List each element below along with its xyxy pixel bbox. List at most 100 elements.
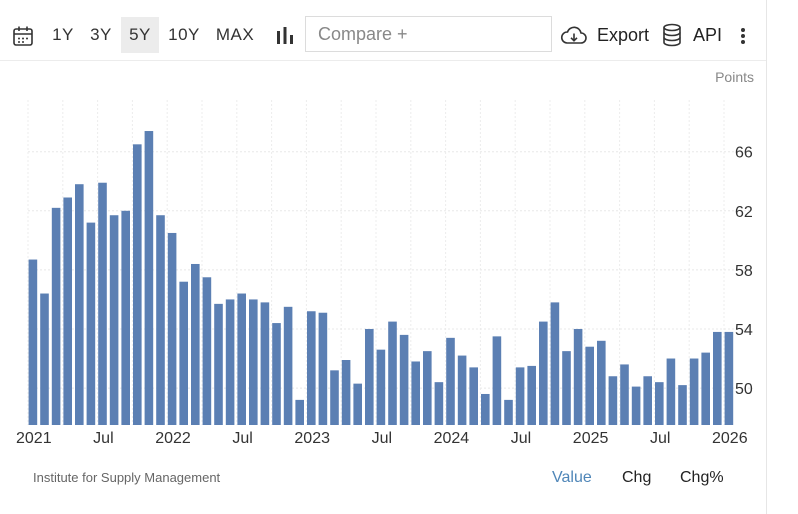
cloud-download-icon[interactable]: [560, 24, 588, 53]
bar[interactable]: [539, 321, 548, 425]
bar[interactable]: [585, 346, 594, 425]
chart-bars: [28, 131, 734, 426]
range-1y-button[interactable]: 1Y: [52, 25, 74, 44]
bar[interactable]: [643, 376, 652, 425]
bar[interactable]: [608, 376, 618, 425]
bar[interactable]: [249, 299, 258, 425]
range-3y-button[interactable]: 3Y: [90, 25, 112, 44]
bar[interactable]: [388, 321, 397, 425]
bar[interactable]: [295, 399, 304, 425]
database-icon[interactable]: [662, 23, 682, 52]
bar[interactable]: [376, 349, 386, 425]
tab-value[interactable]: Value: [552, 469, 592, 486]
tab-chg[interactable]: Chg: [622, 469, 652, 486]
bar[interactable]: [597, 340, 606, 425]
api-button[interactable]: API: [693, 25, 723, 45]
bar[interactable]: [156, 215, 165, 425]
bar[interactable]: [179, 281, 188, 425]
x-axis: 2021 Jul 2022 Jul 2023 Jul 2024 Jul 2025 Jul 2026: [16, 430, 748, 447]
x-tick-label: 2021: [16, 430, 52, 447]
x-tick-label: Jul: [232, 430, 252, 447]
bar[interactable]: [620, 364, 629, 425]
bar[interactable]: [353, 383, 362, 425]
y-tick-label: 62: [735, 204, 753, 221]
export-button[interactable]: Export: [597, 25, 650, 45]
bar[interactable]: [469, 367, 478, 425]
bar[interactable]: [318, 312, 328, 425]
bar[interactable]: [225, 299, 235, 425]
bar[interactable]: [457, 355, 467, 425]
bar[interactable]: [655, 382, 664, 425]
bar[interactable]: [260, 302, 270, 425]
bar[interactable]: [689, 358, 699, 425]
x-tick-label: Jul: [372, 430, 392, 447]
compare-input[interactable]: Compare +: [305, 16, 552, 52]
bar[interactable]: [713, 331, 722, 425]
bar[interactable]: [701, 352, 710, 425]
y-axis: 50 54 58 62 66: [735, 145, 753, 398]
x-tick-label: 2025: [573, 430, 609, 447]
bar[interactable]: [133, 144, 142, 425]
bar[interactable]: [527, 365, 536, 425]
bar[interactable]: [724, 331, 734, 425]
bar[interactable]: [283, 306, 293, 425]
more-vertical-icon[interactable]: [740, 27, 746, 50]
bar[interactable]: [109, 215, 119, 425]
bar[interactable]: [434, 382, 444, 425]
bar[interactable]: [678, 385, 687, 425]
bar[interactable]: [167, 232, 177, 425]
bar[interactable]: [272, 323, 281, 425]
bar[interactable]: [28, 259, 38, 425]
bar[interactable]: [63, 197, 72, 426]
bar[interactable]: [341, 360, 351, 425]
bar[interactable]: [144, 131, 154, 425]
bar[interactable]: [666, 358, 676, 425]
y-tick-label: 58: [735, 263, 753, 280]
bar[interactable]: [573, 328, 583, 425]
y-tick-label: 54: [735, 322, 753, 339]
bar[interactable]: [562, 351, 571, 425]
tab-chg-percent[interactable]: Chg%: [680, 469, 724, 486]
bar[interactable]: [446, 337, 455, 425]
x-tick-label: 2023: [294, 430, 330, 447]
x-tick-label: 2026: [712, 430, 748, 447]
bar[interactable]: [481, 393, 490, 425]
bar[interactable]: [550, 302, 560, 425]
calendar-icon[interactable]: [12, 25, 34, 52]
bar[interactable]: [202, 277, 212, 425]
range-max-button[interactable]: MAX: [215, 25, 255, 44]
bar[interactable]: [515, 367, 525, 425]
y-tick-label: 66: [735, 145, 753, 162]
y-tick-label: 50: [735, 381, 753, 398]
bar[interactable]: [121, 210, 130, 425]
bar[interactable]: [330, 370, 339, 425]
bar[interactable]: [75, 184, 84, 425]
bar[interactable]: [411, 361, 420, 425]
range-5y-button[interactable]: 5Y: [121, 17, 159, 53]
bar[interactable]: [237, 293, 246, 425]
x-tick-label: 2024: [434, 430, 470, 447]
bar[interactable]: [40, 293, 49, 425]
bar[interactable]: [191, 263, 200, 425]
bar[interactable]: [214, 303, 223, 425]
x-tick-label: Jul: [511, 430, 531, 447]
bar[interactable]: [51, 207, 61, 425]
bar[interactable]: [365, 328, 374, 425]
x-tick-label: 2022: [155, 430, 191, 447]
bar[interactable]: [631, 386, 641, 425]
bar-chart: 50 54 58 62 66 2021 Jul 2022 Jul 2023 Jul 2024 Jul 2…: [16, 69, 754, 447]
source-label: Institute for Supply Management: [33, 470, 221, 485]
x-tick-label: Jul: [650, 430, 670, 447]
bar[interactable]: [423, 351, 432, 425]
bar[interactable]: [492, 336, 502, 425]
bar[interactable]: [399, 334, 409, 425]
bar[interactable]: [98, 182, 107, 425]
chart-widget: 1Y 3Y 5Y 10Y MAX Compare + Export: [0, 0, 767, 514]
bar[interactable]: [504, 399, 513, 425]
bar-chart-icon[interactable]: [275, 25, 295, 50]
y-axis-unit-label: Points: [715, 69, 754, 85]
bar[interactable]: [307, 311, 316, 425]
bar[interactable]: [86, 222, 96, 425]
chart-toolbar: 1Y 3Y 5Y 10Y MAX Compare + Export: [0, 0, 766, 61]
range-10y-button[interactable]: 10Y: [168, 25, 200, 44]
